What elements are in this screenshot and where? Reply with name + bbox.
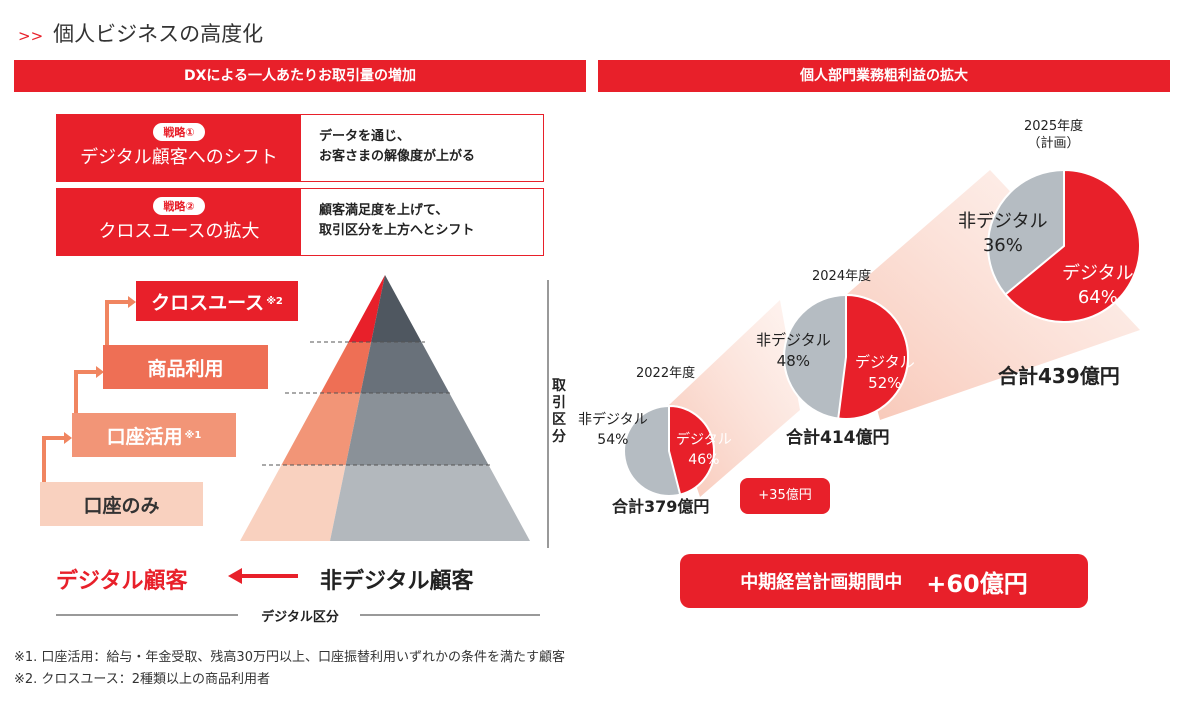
- pie-digital-label: デジタル 46%: [676, 432, 732, 468]
- digital-customer-label: デジタル顧客: [56, 569, 188, 594]
- step-account-only: 口座のみ: [40, 482, 203, 526]
- increase-badge: +35億円: [740, 478, 830, 514]
- nondigital-customer-label: 非デジタル顧客: [320, 569, 474, 594]
- left-header: DXによる一人あたりお取引量の増加: [14, 60, 586, 92]
- pie-slice-digital: [668, 404, 715, 496]
- pie-year-label: 2025年度 （計画）: [1024, 119, 1084, 151]
- pie-nondigital-label: 非デジタル 54%: [578, 412, 648, 448]
- step-cross-use: クロスユース ※2: [136, 281, 298, 321]
- pie-total-label: 合計439億円: [998, 364, 1120, 388]
- step-account-active: 口座活用 ※1: [72, 413, 236, 457]
- level-dividers: [262, 341, 490, 466]
- pie-year-label: 2024年度: [812, 269, 872, 284]
- pie-total-label: 合計379億円: [612, 497, 710, 516]
- pie-slice-digital: [837, 293, 909, 420]
- strategy-1: 戦略① デジタル顧客へのシフト データを通じ、 お客さまの解像度が上がる: [56, 114, 544, 182]
- right-header: 個人部門業務粗利益の拡大: [598, 60, 1170, 92]
- page-title: >> 個人ビジネスの高度化: [18, 22, 264, 46]
- pie-digital-label: デジタル 52%: [855, 353, 915, 392]
- footnote-1: ※1. 口座活用：給与・年金受取、残高30万円以上、口座振替利用いずれかの条件を…: [14, 650, 565, 665]
- step-arrows: [42, 300, 128, 482]
- chevron-right-icon: >>: [18, 27, 44, 45]
- pie-nondigital-label: 非デジタル 36%: [958, 211, 1048, 256]
- axis-transaction-label: 取引区分: [552, 378, 566, 445]
- strategy-2: 戦略② クロスユースの拡大 顧客満足度を上げて、 取引区分を上方へとシフト: [56, 188, 544, 256]
- pyramid-diagram: [42, 275, 549, 616]
- pie-year-label: 2022年度: [636, 366, 696, 381]
- mid-term-banner: 中期経営計画期間中 +60億円: [680, 554, 1088, 608]
- pie-nondigital-label: 非デジタル 48%: [756, 331, 831, 370]
- pie-slice-digital: [1004, 168, 1141, 323]
- axis-digital-label: デジタル区分: [261, 610, 339, 625]
- pie-total-label: 合計414億円: [786, 428, 890, 448]
- pie-digital-label: デジタル 64%: [1062, 263, 1134, 308]
- footnote-2: ※2. クロスユース：2種類以上の商品利用者: [14, 672, 271, 687]
- step-product-use: 商品利用: [103, 345, 268, 389]
